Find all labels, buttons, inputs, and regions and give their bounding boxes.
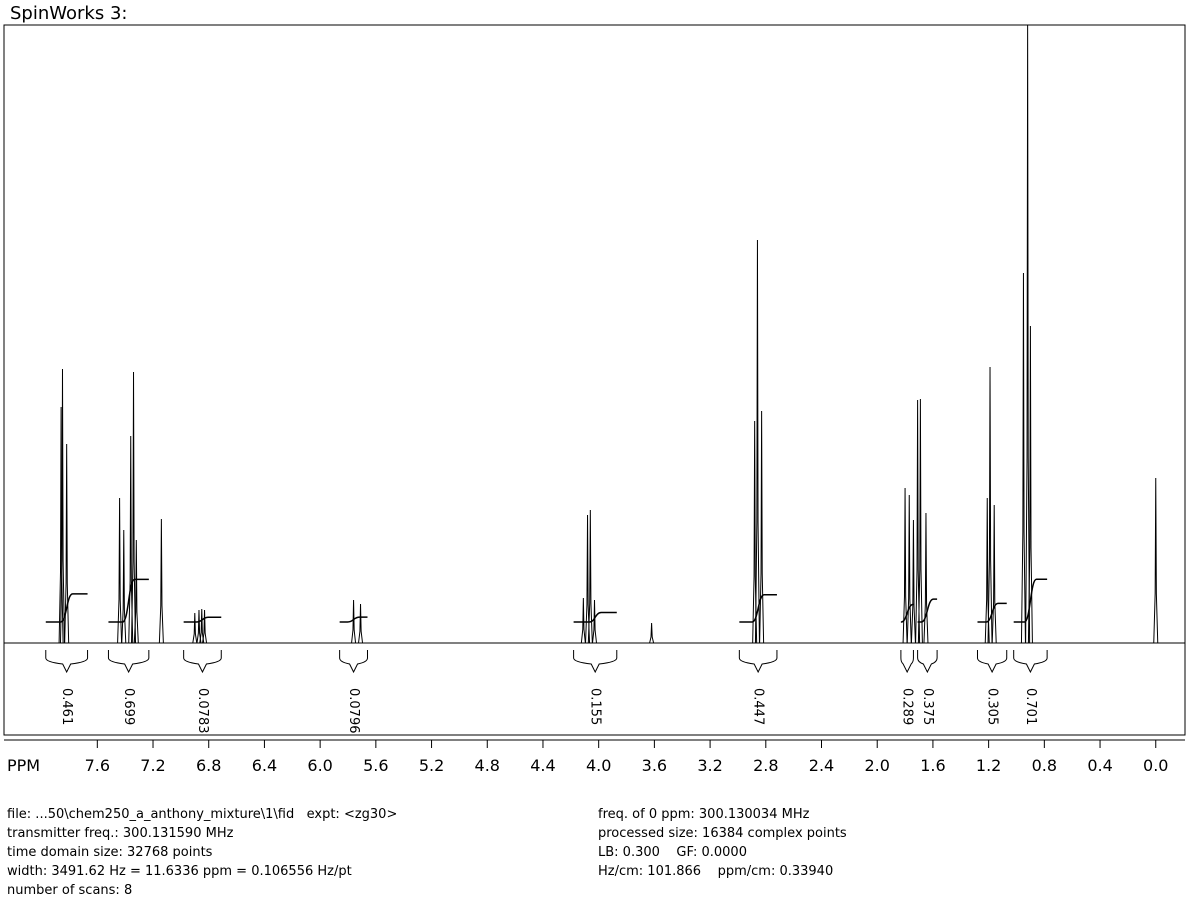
x-tick-label: 2.8 xyxy=(753,756,778,775)
plot-frame xyxy=(3,24,1186,736)
peak xyxy=(580,597,586,644)
x-tick-label: 0.0 xyxy=(1143,756,1168,775)
integral-bracket xyxy=(45,650,89,674)
peak xyxy=(199,608,205,644)
x-tick-label: 7.6 xyxy=(85,756,110,775)
peak xyxy=(906,494,912,644)
integral-bracket xyxy=(573,650,618,674)
x-tick-label: 7.2 xyxy=(140,756,165,775)
peak xyxy=(1025,25,1031,644)
x-tick-label: 0.8 xyxy=(1032,756,1057,775)
peak xyxy=(59,368,65,644)
integral-bracket xyxy=(107,650,150,674)
peak xyxy=(754,239,760,644)
peak xyxy=(910,519,916,644)
x-tick-label: 2.0 xyxy=(864,756,889,775)
peak xyxy=(592,599,597,644)
integral-curve xyxy=(900,603,914,623)
integral-curve xyxy=(917,598,938,623)
peak xyxy=(585,514,591,644)
footer: file: ...50\chem250_a_anthony_mixture\1\… xyxy=(7,807,847,898)
integral-bracket xyxy=(900,650,914,674)
x-tick-label: 4.8 xyxy=(475,756,500,775)
integral-bracket xyxy=(339,650,368,674)
peak xyxy=(58,406,64,644)
peak xyxy=(202,609,208,644)
peak xyxy=(158,518,164,644)
peak xyxy=(358,603,364,644)
peak xyxy=(1153,477,1159,644)
x-tick-label: 6.4 xyxy=(252,756,277,775)
integral-curve xyxy=(45,593,88,623)
integral-bracket xyxy=(976,650,1008,674)
x-tick-label: 2.4 xyxy=(809,756,834,775)
x-tick-label: 0.4 xyxy=(1087,756,1112,775)
plot-area xyxy=(45,25,1159,644)
x-tick-label: 1.2 xyxy=(976,756,1001,775)
integral-label: 0.375 xyxy=(920,688,935,725)
integral-curve xyxy=(977,602,1007,623)
x-axis-label: PPM xyxy=(7,756,40,775)
integral-label: 0.155 xyxy=(588,688,603,725)
peak xyxy=(117,497,123,644)
integral-curve xyxy=(739,593,777,623)
integral-bracket xyxy=(738,650,778,674)
peak xyxy=(196,609,202,644)
info-line: file: ...50\chem250_a_anthony_mixture\1\… xyxy=(7,807,397,822)
integral-label: 0.0783 xyxy=(195,688,210,734)
peak xyxy=(1020,272,1026,644)
x-tick-label: 6.8 xyxy=(196,756,221,775)
integral-label: 0.461 xyxy=(59,688,74,725)
x-tick-label: 4.0 xyxy=(586,756,611,775)
integral-label: 0.289 xyxy=(900,688,915,725)
info-line: number of scans: 8 xyxy=(7,883,132,898)
info-line: width: 3491.62 Hz = 11.6336 ppm = 0.1065… xyxy=(7,864,352,879)
info-line: time domain size: 32768 points xyxy=(7,845,213,860)
info-line: Hz/cm: 101.866 ppm/cm: 0.33940 xyxy=(598,864,833,879)
integral-curve xyxy=(339,616,368,623)
x-tick-label: 5.2 xyxy=(419,756,444,775)
peak xyxy=(192,612,198,644)
peak xyxy=(1027,325,1033,644)
info-line: transmitter freq.: 300.131590 MHz xyxy=(7,826,234,841)
peak xyxy=(987,366,993,644)
peak xyxy=(351,599,357,644)
integral-bracket xyxy=(183,650,222,674)
integral-curve xyxy=(183,616,222,623)
integral-label: 0.305 xyxy=(985,688,1000,725)
integral-curve xyxy=(573,611,617,623)
x-tick-label: 1.6 xyxy=(920,756,945,775)
x-tick-label: 3.2 xyxy=(697,756,722,775)
integral-label: 0.699 xyxy=(121,688,136,725)
peak xyxy=(991,504,997,644)
peak xyxy=(587,509,593,644)
integral-bracket xyxy=(1013,650,1048,674)
integral-bracket xyxy=(917,650,938,674)
peak xyxy=(915,399,921,644)
info-line: LB: 0.300 GF: 0.0000 xyxy=(598,845,747,860)
integral-curve xyxy=(1013,578,1048,623)
peak xyxy=(131,371,137,644)
integral-label: 0.447 xyxy=(751,688,766,725)
peak xyxy=(133,539,139,644)
info-line: freq. of 0 ppm: 300.130034 MHz xyxy=(598,807,810,822)
x-tick-label: 4.4 xyxy=(530,756,555,775)
x-tick-label: 6.0 xyxy=(307,756,332,775)
integral-curve xyxy=(108,578,149,623)
x-tick-label: 3.6 xyxy=(642,756,667,775)
window-title: SpinWorks 3: xyxy=(10,3,127,24)
peak xyxy=(917,398,923,644)
info-line: processed size: 16384 complex points xyxy=(598,826,847,841)
peak xyxy=(649,622,655,644)
x-tick-label: 5.6 xyxy=(363,756,388,775)
peak xyxy=(902,487,908,644)
integral-label: 0.701 xyxy=(1023,688,1038,725)
integral-label: 0.0796 xyxy=(346,688,361,734)
